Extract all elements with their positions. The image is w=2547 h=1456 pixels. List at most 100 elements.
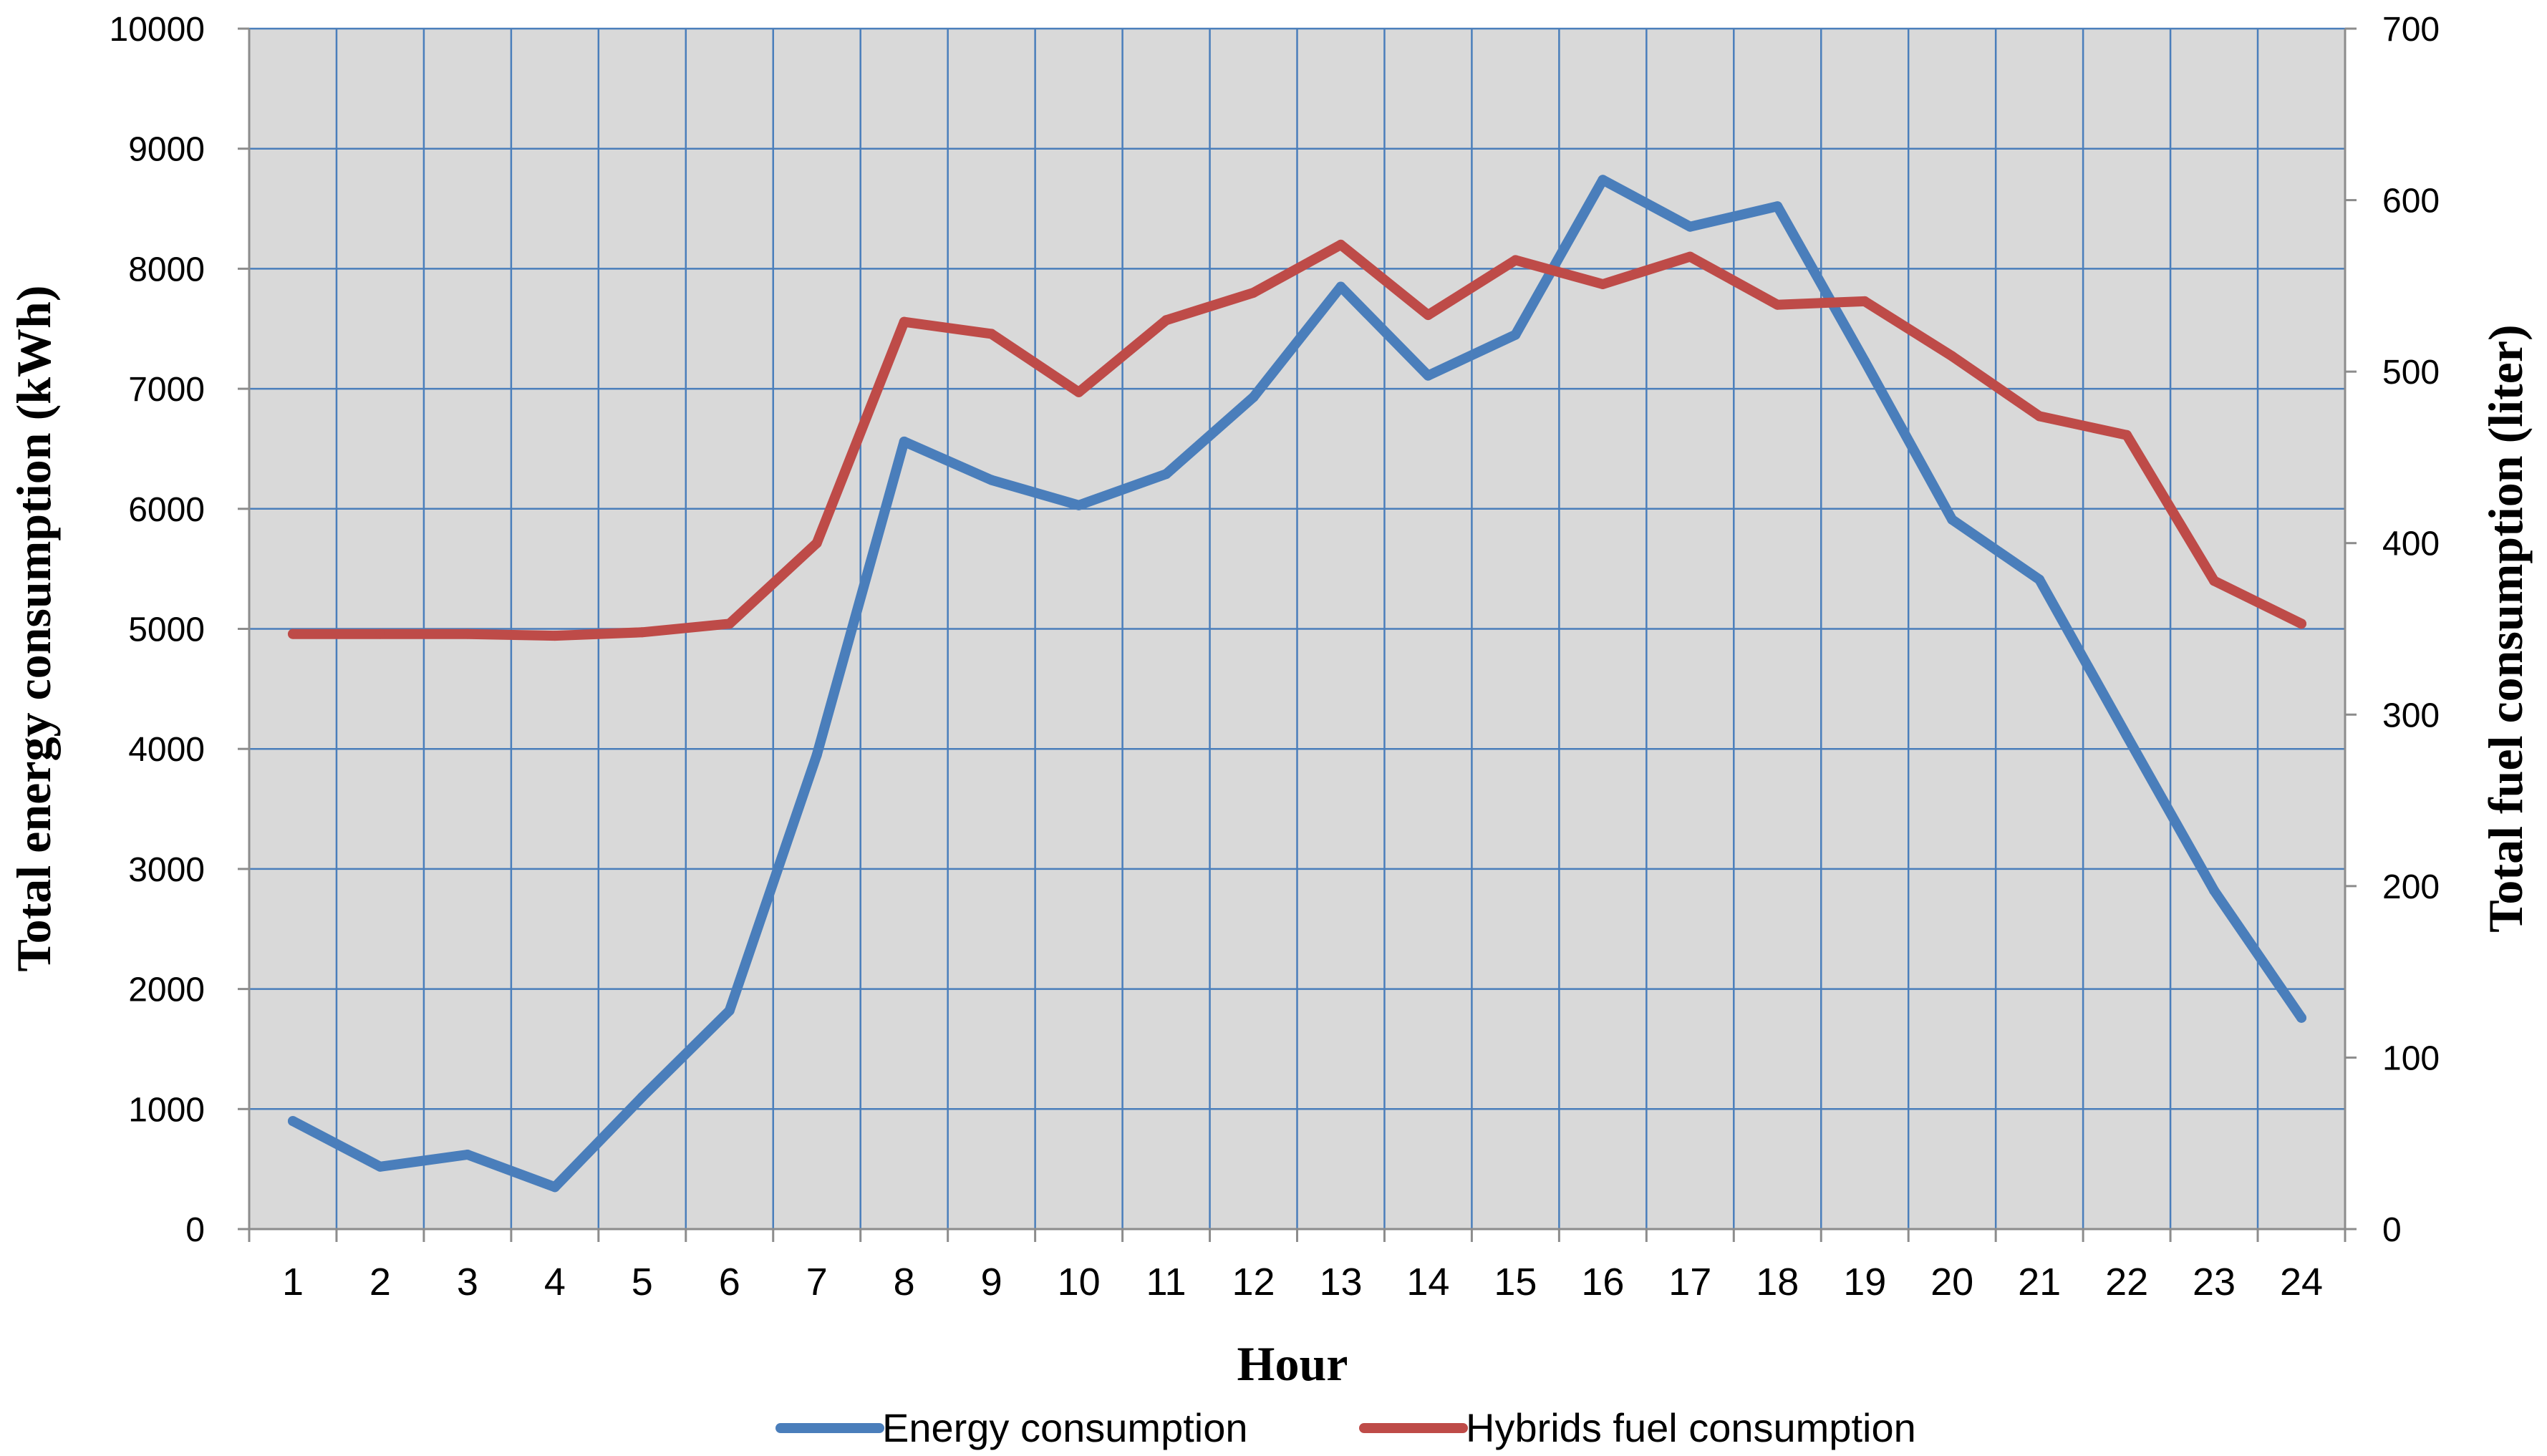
y2-tick-label: 0 bbox=[2382, 1211, 2402, 1249]
y-tick-label: 4000 bbox=[128, 731, 205, 769]
y-tick-label: 6000 bbox=[128, 491, 205, 529]
y-tick-label: 7000 bbox=[128, 371, 205, 409]
x-tick-label: 14 bbox=[1406, 1261, 1449, 1304]
legend: Energy consumption Hybrids fuel consumpt… bbox=[775, 1405, 1916, 1450]
data-point-fuel bbox=[1860, 296, 1870, 306]
x-tick-label: 4 bbox=[544, 1261, 566, 1304]
data-point-energy bbox=[1860, 356, 1870, 367]
data-point-energy bbox=[899, 436, 909, 447]
x-tick-label: 12 bbox=[1232, 1261, 1275, 1304]
data-point-energy bbox=[2209, 885, 2220, 896]
data-point-fuel bbox=[1510, 255, 1521, 266]
data-point-fuel bbox=[1598, 278, 1608, 289]
data-point-fuel bbox=[2034, 411, 2045, 422]
y-tick-label: 10000 bbox=[110, 11, 205, 49]
legend-label-fuel: Hybrids fuel consumption bbox=[1466, 1405, 1916, 1450]
y-tick-label: 3000 bbox=[128, 851, 205, 889]
x-tick-label: 8 bbox=[894, 1261, 915, 1304]
x-tick-label: 11 bbox=[1146, 1261, 1186, 1304]
series-line-energy bbox=[288, 175, 2306, 1193]
data-point-energy bbox=[1772, 201, 1783, 212]
series-line-fuel bbox=[288, 239, 2306, 641]
data-point-energy bbox=[637, 1092, 647, 1102]
x-tick-label: 22 bbox=[2105, 1261, 2148, 1304]
data-point-fuel bbox=[549, 631, 560, 641]
x-tick-label: 5 bbox=[632, 1261, 653, 1304]
y2-tick-label: 700 bbox=[2382, 11, 2440, 49]
y2-tick-label: 100 bbox=[2382, 1039, 2440, 1077]
x-tick-label: 17 bbox=[1668, 1261, 1711, 1304]
data-point-fuel bbox=[2209, 576, 2220, 586]
data-point-fuel bbox=[1248, 287, 1259, 298]
x-axis-ticks: 1 2 3 4 5 6 7 8 9 10 11 12 13 14 15 16 17 18 19 20 21 22 23 24 bbox=[248, 1229, 2347, 1304]
data-point-fuel bbox=[462, 628, 473, 639]
data-point-energy bbox=[462, 1150, 473, 1160]
data-point-fuel bbox=[287, 628, 298, 639]
x-tick-label: 9 bbox=[981, 1261, 1002, 1304]
data-point-energy bbox=[1335, 281, 1346, 292]
y2-tick-label: 400 bbox=[2382, 525, 2440, 563]
data-point-energy bbox=[724, 1005, 735, 1016]
data-point-fuel bbox=[1423, 310, 1434, 321]
x-tick-label: 6 bbox=[719, 1261, 740, 1304]
data-point-energy bbox=[986, 475, 997, 485]
data-point-energy bbox=[549, 1182, 560, 1193]
data-point-energy bbox=[2296, 1012, 2307, 1023]
data-point-fuel bbox=[811, 538, 822, 548]
left-axis-ticks: 0 1000 2000 3000 4000 5000 6000 7000 8000 9000 100… bbox=[110, 11, 249, 1249]
data-point-fuel bbox=[1335, 239, 1346, 250]
y2-axis-title: Total fuel consumption (liter) bbox=[2478, 324, 2533, 932]
x-tick-label: 21 bbox=[2018, 1261, 2061, 1304]
x-tick-label: 20 bbox=[1930, 1261, 1973, 1304]
y-tick-label: 8000 bbox=[128, 251, 205, 288]
data-point-fuel bbox=[899, 316, 909, 327]
x-tick-label: 18 bbox=[1756, 1261, 1799, 1304]
series-lines bbox=[287, 175, 2307, 1193]
y2-tick-label: 600 bbox=[2382, 183, 2440, 220]
y2-tick-label: 300 bbox=[2382, 697, 2440, 734]
x-tick-label: 2 bbox=[369, 1261, 391, 1304]
data-point-fuel bbox=[637, 627, 647, 638]
data-point-fuel bbox=[1685, 251, 1696, 262]
data-point-energy bbox=[811, 749, 822, 760]
data-point-fuel bbox=[1947, 351, 1958, 361]
data-point-fuel bbox=[374, 628, 385, 639]
data-point-energy bbox=[1248, 392, 1259, 402]
legend-label-energy: Energy consumption bbox=[882, 1405, 1248, 1450]
data-point-energy bbox=[2034, 574, 2045, 585]
data-point-fuel bbox=[1772, 299, 1783, 310]
data-point-fuel bbox=[2296, 618, 2307, 629]
x-tick-label: 3 bbox=[457, 1261, 478, 1304]
x-tick-label: 16 bbox=[1581, 1261, 1624, 1304]
x-tick-label: 23 bbox=[2193, 1261, 2236, 1304]
y-tick-label: 0 bbox=[185, 1211, 205, 1249]
x-axis-title: Hour bbox=[1237, 1336, 1348, 1391]
data-point-fuel bbox=[1073, 387, 1084, 397]
y2-tick-label: 500 bbox=[2382, 354, 2440, 392]
data-point-energy bbox=[1161, 469, 1171, 480]
x-tick-label: 24 bbox=[2280, 1261, 2323, 1304]
data-point-fuel bbox=[986, 329, 997, 339]
data-point-energy bbox=[2122, 730, 2132, 741]
data-point-energy bbox=[1598, 175, 1608, 185]
x-tick-label: 19 bbox=[1843, 1261, 1886, 1304]
x-tick-label: 7 bbox=[806, 1261, 828, 1304]
y-tick-label: 1000 bbox=[128, 1091, 205, 1129]
data-point-energy bbox=[1510, 329, 1521, 340]
data-point-fuel bbox=[1161, 315, 1171, 326]
data-point-energy bbox=[287, 1116, 298, 1127]
y-axis-title: Total energy consumption (kWh) bbox=[6, 285, 61, 971]
y-tick-label: 9000 bbox=[128, 131, 205, 169]
x-tick-label: 1 bbox=[282, 1261, 304, 1304]
x-tick-label: 15 bbox=[1494, 1261, 1537, 1304]
right-axis-ticks: 0 100 200 300 400 500 600 700 bbox=[2345, 11, 2440, 1249]
data-point-energy bbox=[1947, 514, 1958, 525]
data-point-energy bbox=[1423, 370, 1434, 381]
y-tick-label: 2000 bbox=[128, 971, 205, 1009]
data-point-energy bbox=[374, 1161, 385, 1172]
x-tick-label: 10 bbox=[1058, 1261, 1101, 1304]
y-tick-label: 5000 bbox=[128, 611, 205, 649]
data-point-energy bbox=[1073, 500, 1084, 510]
y2-tick-label: 200 bbox=[2382, 868, 2440, 906]
